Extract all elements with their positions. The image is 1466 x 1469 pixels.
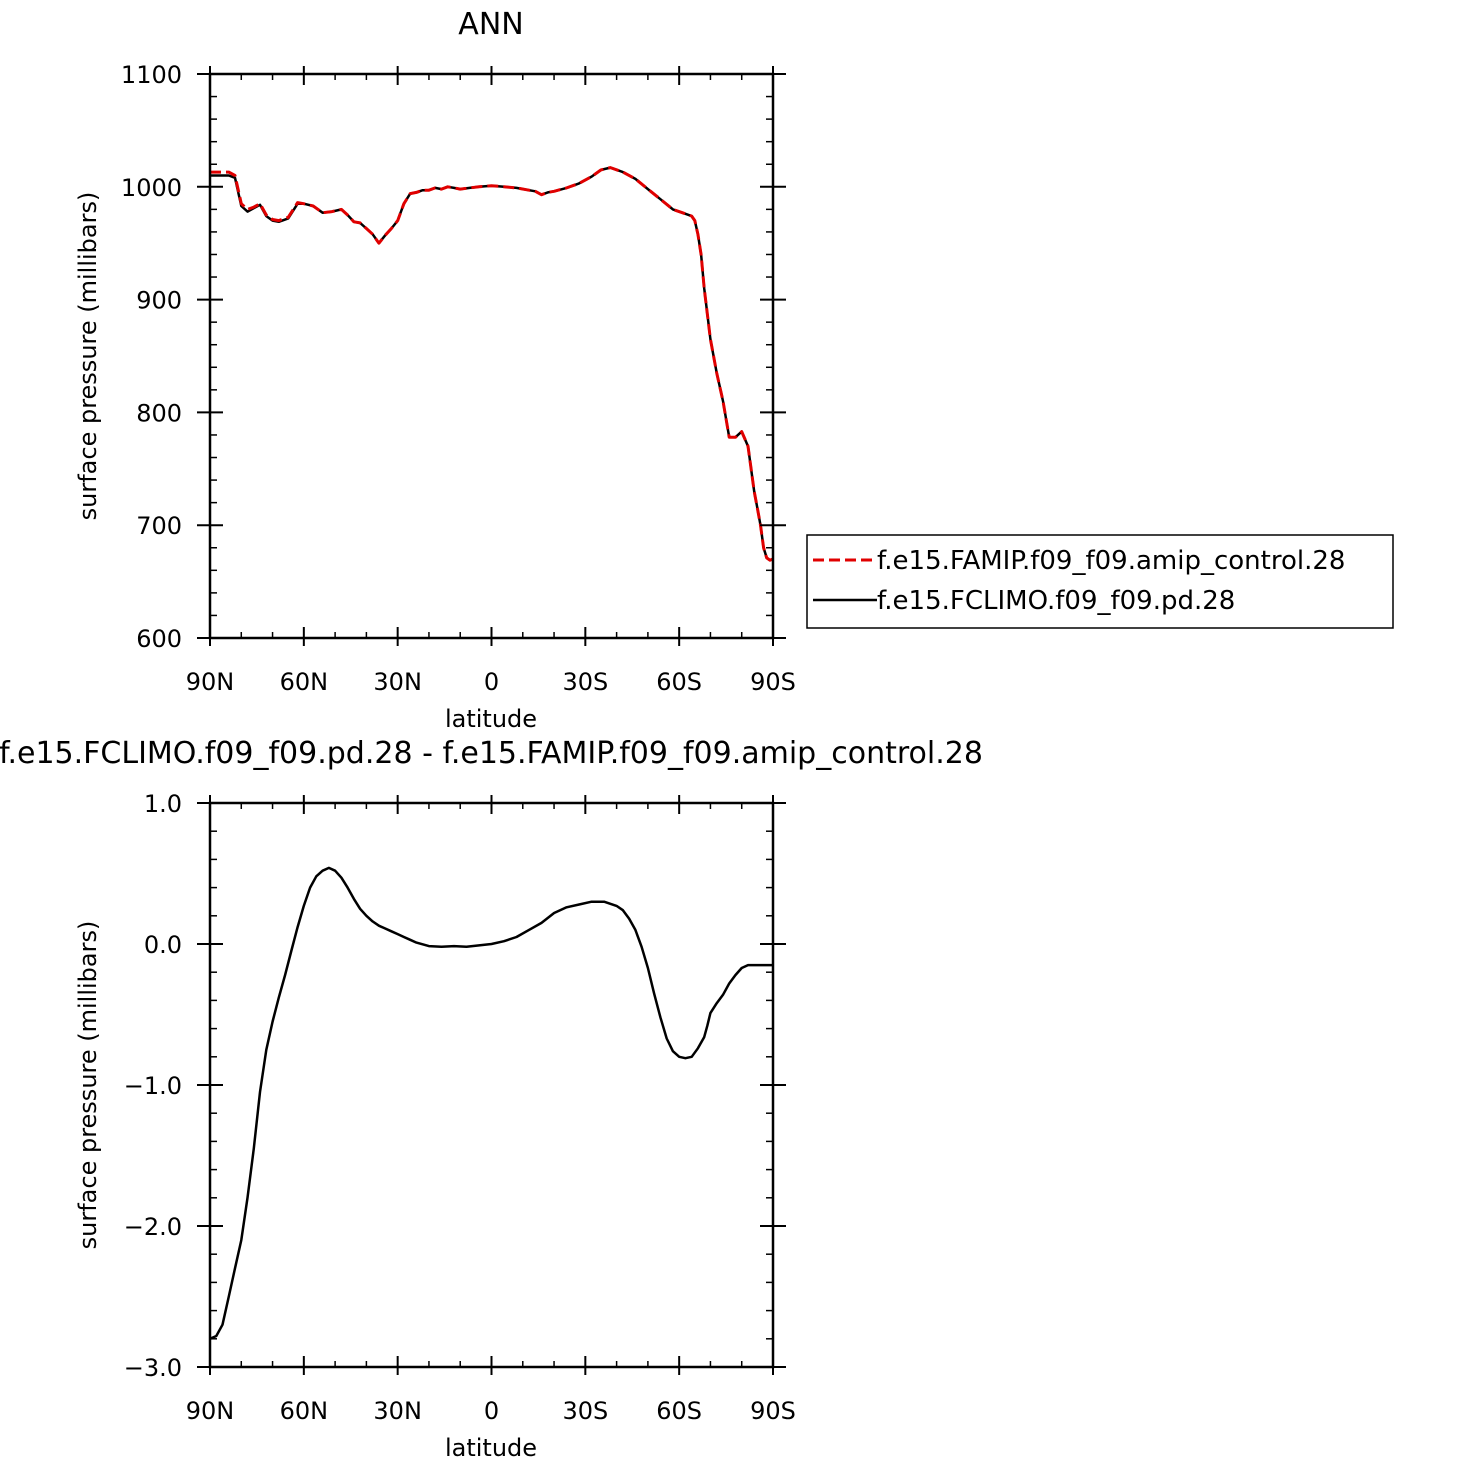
plot-surface-pressure-difference: f.e15.FCLIMO.f09_f09.pd.28 - f.e15.FAMIP… [0, 736, 983, 1462]
plot-frame [208, 72, 775, 640]
x-tick-label: 60S [656, 668, 702, 696]
x-axis-title: latitude [445, 705, 537, 733]
y-axis-title: surface pressure (millibars) [74, 192, 102, 521]
tick-layer: 90N 60N 30N 0 30S 60S 90S −3.0 −2.0 −1.0 0.0 1.0 [124, 790, 796, 1425]
y-tick-label: 1100 [121, 61, 182, 89]
y-tick-label: 800 [136, 399, 182, 427]
y-tick-label: −1.0 [124, 1072, 182, 1100]
legend: f.e15.FAMIP.f09_f09.amip_control.28 f.e1… [806, 534, 1394, 629]
y-tick-label: 900 [136, 287, 182, 315]
y-tick-label: 0.0 [144, 931, 182, 959]
series-line-fclimo [209, 866, 773, 1340]
legend-label-fclimo: f.e15.FCLIMO.f09_f09.pd.28 [877, 586, 1235, 616]
plot-surface-pressure-ann: ANN 90N 60N 30N 0 30S 60S 90S 600 700 800 900 1000 1… [74, 7, 1394, 733]
plot-title: ANN [458, 7, 523, 42]
x-tick-label: 60S [656, 1397, 702, 1425]
x-tick-label: 30N [373, 668, 422, 696]
y-axis-title: surface pressure (millibars) [74, 921, 102, 1250]
x-tick-label: 30S [562, 668, 608, 696]
x-tick-label: 60N [280, 1397, 329, 1425]
y-tick-label: 1000 [121, 174, 182, 202]
tick-layer: 90N 60N 30N 0 30S 60S 90S 600 700 800 900 1000 1100 [121, 61, 796, 696]
series-layer [209, 866, 773, 1340]
y-tick-label: −3.0 [124, 1354, 182, 1382]
plot-frame [208, 801, 775, 1369]
x-tick-label: 0 [484, 668, 499, 696]
y-tick-label: −2.0 [124, 1213, 182, 1241]
plot-title: f.e15.FCLIMO.f09_f09.pd.28 - f.e15.FAMIP… [0, 736, 983, 771]
series-layer [210, 166, 774, 562]
x-axis-title: latitude [445, 1434, 537, 1462]
y-tick-label: 700 [136, 512, 182, 540]
x-tick-label: 90S [750, 1397, 796, 1425]
x-tick-label: 90N [186, 1397, 235, 1425]
legend-box [806, 534, 1394, 629]
series-line-fclimo [210, 166, 774, 562]
x-tick-label: 0 [484, 1397, 499, 1425]
legend-label-famip: f.e15.FAMIP.f09_f09.amip_control.28 [877, 546, 1345, 576]
series-line-famip [210, 166, 774, 562]
y-tick-label: 600 [136, 625, 182, 653]
y-tick-label: 1.0 [144, 790, 182, 818]
x-tick-label: 30N [373, 1397, 422, 1425]
x-tick-label: 90S [750, 668, 796, 696]
x-tick-label: 60N [280, 668, 329, 696]
x-tick-label: 30S [562, 1397, 608, 1425]
x-tick-label: 90N [186, 668, 235, 696]
